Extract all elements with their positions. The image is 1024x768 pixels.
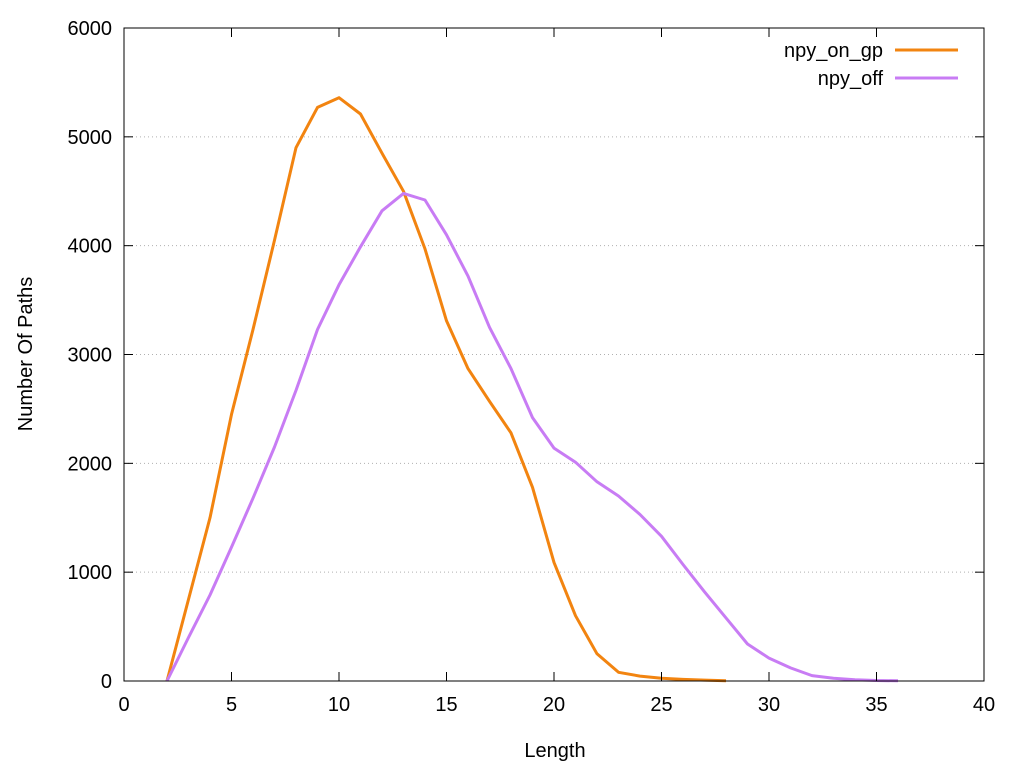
y-tick-label: 5000 xyxy=(68,127,113,149)
series-line-npy_off xyxy=(165,191,899,683)
x-tick-label: 40 xyxy=(973,694,995,716)
series-lines xyxy=(165,96,899,683)
x-tick-label: 35 xyxy=(865,694,887,716)
x-tick-label: 20 xyxy=(543,694,565,716)
y-tick-label: 3000 xyxy=(68,345,113,367)
y-axis-title: Number Of Paths xyxy=(15,277,37,432)
legend-label-npy_on_gp: npy_on_gp xyxy=(784,40,883,62)
y-tick-label: 1000 xyxy=(68,562,113,584)
legend: npy_on_gp npy_off xyxy=(784,40,958,90)
y-tick-label: 4000 xyxy=(68,236,113,258)
x-axis-title: Length xyxy=(524,740,585,762)
axis-ticks: 0 1000 2000 3000 4000 5000 6000 0 5 10 15 20 25 30 35 4… xyxy=(68,18,996,716)
x-tick-label: 30 xyxy=(758,694,780,716)
x-tick-label: 0 xyxy=(118,694,129,716)
legend-label-npy_off: npy_off xyxy=(818,68,884,90)
y-tick-label: 2000 xyxy=(68,453,113,475)
x-tick-label: 25 xyxy=(650,694,672,716)
x-tick-label: 5 xyxy=(226,694,237,716)
y-tick-label: 6000 xyxy=(68,18,113,40)
x-tick-label: 15 xyxy=(435,694,457,716)
grid-lines xyxy=(124,136,984,573)
y-tick-label: 0 xyxy=(101,671,112,693)
x-tick-label: 10 xyxy=(328,694,350,716)
series-line-npy_on_gp xyxy=(165,96,727,683)
